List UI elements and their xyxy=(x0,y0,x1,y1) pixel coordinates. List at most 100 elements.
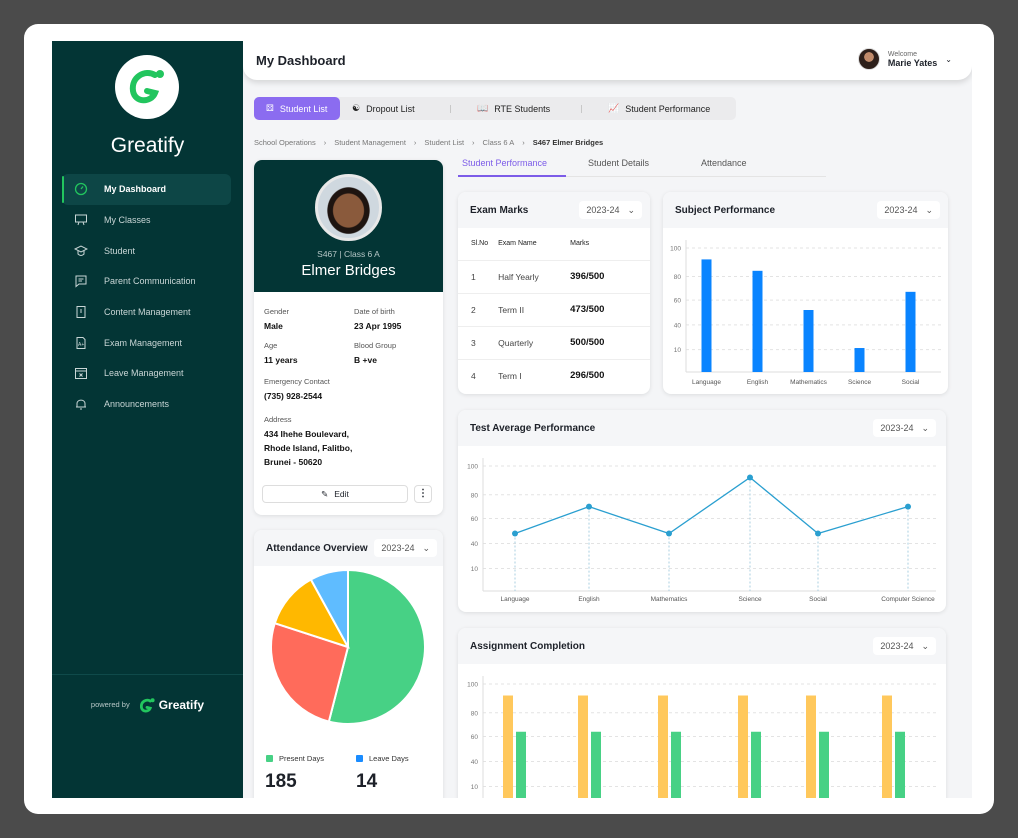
year-select[interactable]: 2023-24 ⌄ xyxy=(873,419,936,437)
tab-student-performance[interactable]: 📈 Student Performance xyxy=(582,97,722,120)
performance-tabs: Student Performance Student Details Atte… xyxy=(458,153,826,177)
present-days-count: 185 xyxy=(265,771,297,792)
user-menu[interactable]: Welcome Marie Yates ⌄ xyxy=(857,48,952,70)
sidebar-item-student[interactable]: Student xyxy=(62,235,231,266)
graduation-cap-icon xyxy=(74,245,88,256)
bar xyxy=(803,310,814,372)
more-options-button[interactable]: ⋮ xyxy=(414,485,432,503)
chevron-down-icon: ⌄ xyxy=(422,542,430,553)
classroom-icon xyxy=(75,214,87,226)
sidebar-item-my-dashboard[interactable]: My Dashboard xyxy=(62,174,231,205)
user-avatar xyxy=(857,48,880,70)
table-header: Sl.No Exam Name Marks xyxy=(458,228,650,260)
year-select[interactable]: 2023-24 ⌄ xyxy=(579,201,642,219)
bar xyxy=(503,695,513,798)
breadcrumb-item[interactable]: Class 6 A xyxy=(482,138,515,147)
pie-slice xyxy=(270,621,350,723)
y-tick-label: 60 xyxy=(471,734,479,741)
address-label: Address xyxy=(264,415,292,424)
card-title: Assignment Completion xyxy=(470,640,586,652)
contact-label: Emergency Contact xyxy=(264,377,330,386)
bar xyxy=(578,695,588,798)
divider xyxy=(581,104,582,113)
greatify-logo-icon xyxy=(139,697,155,712)
breadcrumb-item[interactable]: Student List xyxy=(424,138,465,147)
subtab-student-performance[interactable]: Student Performance xyxy=(458,153,566,177)
tab-student-list[interactable]: ⚄ Student List xyxy=(254,97,340,120)
tab-dropout-list[interactable]: ☯ Dropout List xyxy=(340,97,450,120)
subtab-student-details[interactable]: Student Details xyxy=(588,158,650,168)
y-tick-label: 60 xyxy=(674,298,682,305)
sidebar-item-announcements[interactable]: Announcements xyxy=(62,389,231,420)
sidebar-item-my-classes[interactable]: My Classes xyxy=(62,205,231,236)
year-select[interactable]: 2023-24 ⌄ xyxy=(873,637,936,655)
student-icon: ⚄ xyxy=(266,103,274,113)
sidebar-item-parent-communication[interactable]: Parent Communication xyxy=(62,266,231,297)
edit-label: Edit xyxy=(334,489,349,499)
sidebar-item-leave-management[interactable]: Leave Management xyxy=(62,358,231,389)
emergency-contact-field: Emergency Contact (735) 928-2544 xyxy=(264,377,330,403)
cell-marks: 473/500 xyxy=(560,292,650,326)
subtab-attendance[interactable]: Attendance xyxy=(701,158,747,168)
bar xyxy=(752,270,763,372)
subject-performance-chart: 100 80 60 40 10 Language English Mathematics Sci… xyxy=(670,240,941,386)
address-field: Address 434 Ihehe Boulevard, Rhode Island,… xyxy=(264,415,352,469)
student-profile-card: S467 | Class 6 A Elmer Bridges Gender Mal… xyxy=(254,160,443,515)
y-tick-label: 80 xyxy=(471,492,479,499)
bar xyxy=(751,731,761,798)
chevron-down-icon: ⌄ xyxy=(627,204,635,215)
sidebar-item-exam-management[interactable]: A+ Exam Management xyxy=(62,327,231,358)
bar xyxy=(905,291,916,372)
section-tabs: ⚄ Student List ☯ Dropout List 📖 RTE Student… xyxy=(254,97,736,120)
pie-slice xyxy=(309,570,349,648)
year-select[interactable]: 2023-24 ⌄ xyxy=(374,539,437,557)
welcome-text: Welcome xyxy=(887,50,917,58)
x-tick-label: English xyxy=(747,379,769,386)
x-tick-label: Language xyxy=(692,379,721,386)
edit-button[interactable]: ✎ Edit xyxy=(262,485,408,503)
x-tick-label: Mathematics xyxy=(790,379,828,386)
chevron-down-icon: ⌄ xyxy=(921,422,929,433)
bar xyxy=(591,731,601,798)
age-value: 11 years xyxy=(264,355,298,365)
y-tick-label: 40 xyxy=(471,759,479,766)
table-row: 3 Quarterly 500/500 xyxy=(458,325,650,359)
year-select[interactable]: 2023-24 ⌄ xyxy=(877,201,940,219)
test-average-chart: 100 80 60 40 10 Language English Mathematics Sci… xyxy=(467,458,936,603)
legend-swatch xyxy=(266,755,273,762)
pie-slice xyxy=(327,570,426,725)
student-photo xyxy=(315,174,382,241)
breadcrumb: School Operations › Student Management › S… xyxy=(254,138,603,147)
student-name: Elmer Bridges xyxy=(301,262,396,279)
breadcrumb-item[interactable]: Student Management xyxy=(334,138,406,147)
card-title: Attendance Overview xyxy=(266,542,368,554)
chevron-down-icon: ⌄ xyxy=(925,204,933,215)
sidebar-item-label: Content Management xyxy=(104,307,191,318)
breadcrumb-item[interactable]: School Operations xyxy=(254,138,316,147)
card-title: Exam Marks xyxy=(470,204,529,216)
bar xyxy=(516,731,526,798)
y-tick-label: 80 xyxy=(471,710,479,717)
sidebar-item-label: Leave Management xyxy=(104,368,184,379)
sidebar-item-content-management[interactable]: Content Management xyxy=(62,297,231,328)
card-header: Exam Marks 2023-24 ⌄ xyxy=(458,192,650,228)
chart-growth-icon: 📈 xyxy=(608,103,620,113)
brand-name: Greatify xyxy=(110,134,185,157)
tab-label: RTE Students xyxy=(494,103,551,114)
cell-slno: 4 xyxy=(458,358,489,392)
select-value: 2023-24 xyxy=(381,543,415,553)
pencil-icon: ✎ xyxy=(321,488,329,499)
footer-brand: Greatify xyxy=(138,697,204,713)
chat-icon xyxy=(75,275,87,288)
y-tick-label: 100 xyxy=(467,682,478,689)
tab-rte-students[interactable]: 📖 RTE Students xyxy=(451,97,581,120)
bar xyxy=(671,731,681,798)
x-tick-label: Science xyxy=(738,596,762,603)
x-tick-label: Social xyxy=(902,379,920,386)
y-tick-label: 60 xyxy=(471,516,479,523)
dashboard-icon xyxy=(74,183,88,196)
exam-marks-card: Exam Marks 2023-24 ⌄ Sl.No Exam Name Marks 1… xyxy=(458,192,650,394)
student-id-class: S467 | Class 6 A xyxy=(317,249,380,259)
series-line xyxy=(514,476,909,535)
column-header: Marks xyxy=(570,240,590,248)
